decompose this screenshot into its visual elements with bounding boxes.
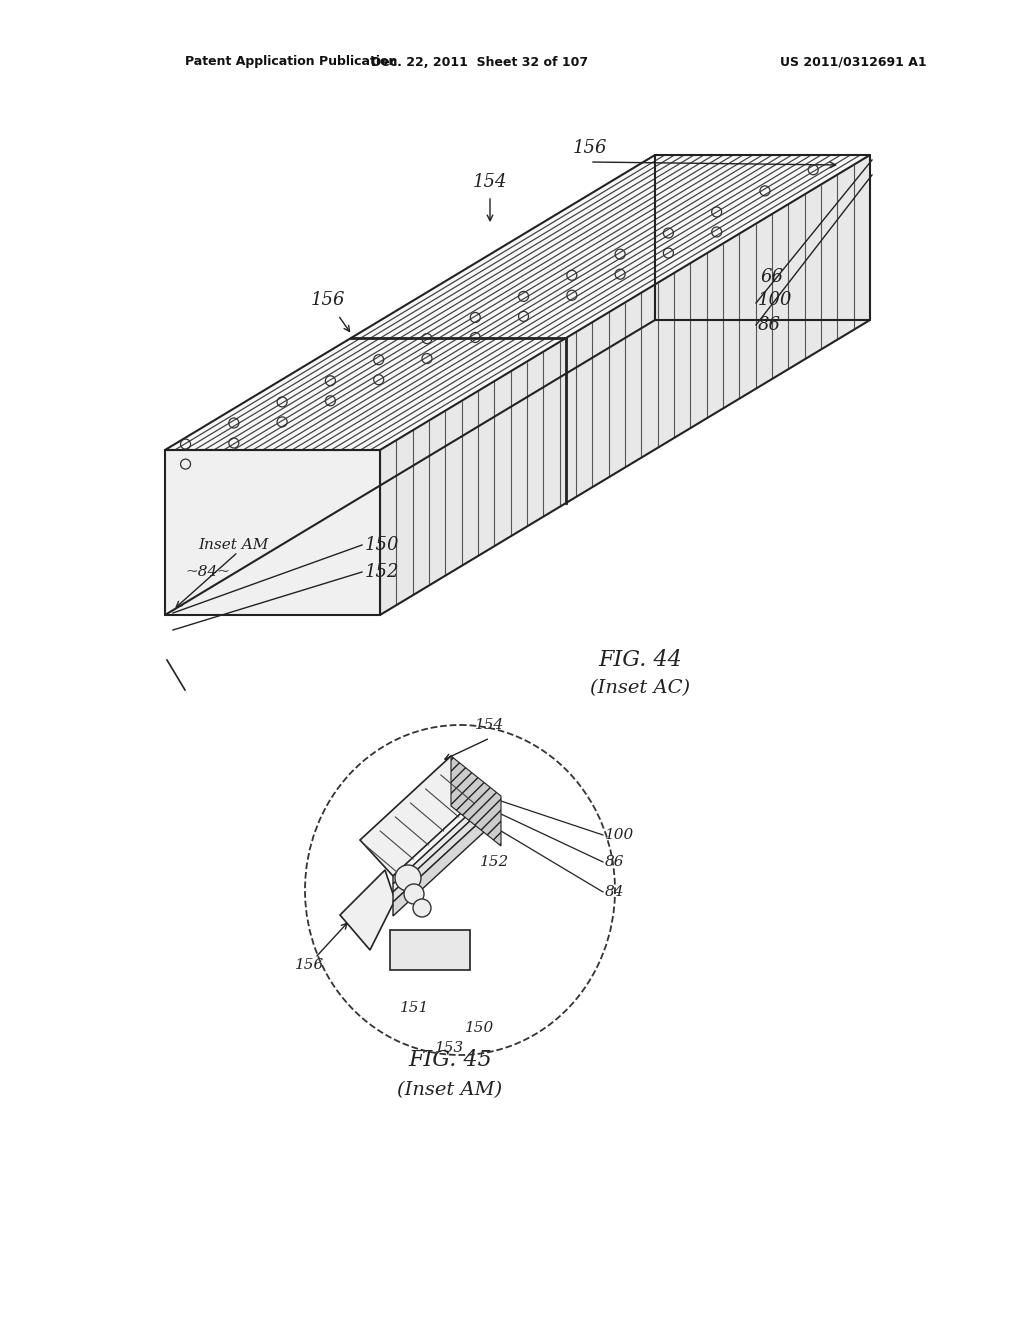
Polygon shape <box>165 450 380 615</box>
Polygon shape <box>390 931 470 970</box>
Text: 152: 152 <box>480 855 509 869</box>
Text: 153: 153 <box>435 1041 465 1055</box>
Text: FIG. 45: FIG. 45 <box>409 1049 492 1071</box>
Text: 86: 86 <box>605 855 625 869</box>
Polygon shape <box>393 800 484 892</box>
Text: 154: 154 <box>475 718 505 733</box>
Text: 100: 100 <box>605 828 634 842</box>
Text: US 2011/0312691 A1: US 2011/0312691 A1 <box>780 55 927 69</box>
Text: Inset AM: Inset AM <box>198 539 268 552</box>
Text: (Inset AC): (Inset AC) <box>590 678 690 697</box>
Text: 66: 66 <box>760 268 783 286</box>
Circle shape <box>413 899 431 917</box>
Circle shape <box>404 884 424 904</box>
Text: 84: 84 <box>605 884 625 899</box>
Polygon shape <box>360 756 484 876</box>
Polygon shape <box>393 808 484 902</box>
Text: 152: 152 <box>365 564 399 581</box>
Circle shape <box>395 865 421 891</box>
Text: 151: 151 <box>400 1001 430 1015</box>
Text: 86: 86 <box>758 315 781 334</box>
Text: ~84~: ~84~ <box>185 565 230 579</box>
Text: 100: 100 <box>758 290 793 309</box>
Polygon shape <box>340 870 395 950</box>
Text: 150: 150 <box>465 1020 495 1035</box>
Text: 156: 156 <box>572 139 607 157</box>
Text: 150: 150 <box>365 536 399 554</box>
Text: Patent Application Publication: Patent Application Publication <box>185 55 397 69</box>
Text: Dec. 22, 2011  Sheet 32 of 107: Dec. 22, 2011 Sheet 32 of 107 <box>372 55 589 69</box>
Text: 154: 154 <box>473 173 507 191</box>
Polygon shape <box>165 154 870 450</box>
Polygon shape <box>165 319 870 615</box>
Polygon shape <box>451 756 501 846</box>
Polygon shape <box>380 154 870 615</box>
Polygon shape <box>393 792 484 884</box>
Text: 156: 156 <box>310 290 345 309</box>
Text: (Inset AM): (Inset AM) <box>397 1081 503 1100</box>
Text: FIG. 44: FIG. 44 <box>598 649 682 671</box>
Text: 156: 156 <box>295 958 325 972</box>
Polygon shape <box>393 818 484 916</box>
